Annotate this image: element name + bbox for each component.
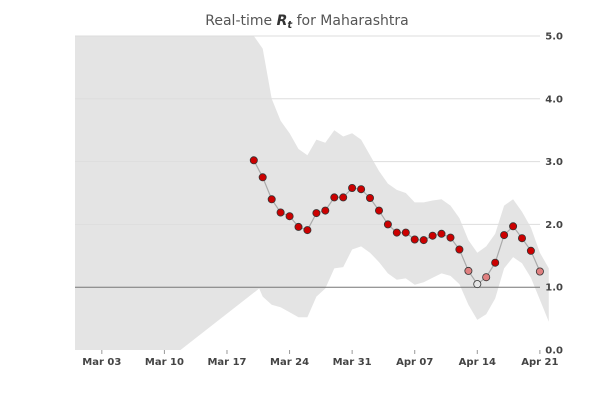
y-tick-label: 3.0 — [545, 157, 563, 168]
data-point — [294, 222, 303, 231]
confidence-band-layer — [75, 36, 549, 350]
y-tick-label: 5.0 — [545, 32, 563, 43]
data-point — [348, 183, 357, 192]
data-point — [365, 193, 374, 202]
chart-title-symbol: R — [277, 13, 288, 29]
data-point — [437, 229, 446, 238]
x-tick-label: Mar 24 — [270, 357, 309, 368]
data-point — [330, 193, 339, 202]
data-point — [339, 193, 348, 202]
data-point — [455, 245, 464, 254]
data-point — [526, 246, 535, 255]
y-tick-label: 1.0 — [545, 283, 563, 294]
y-tick-label: 4.0 — [545, 94, 563, 105]
grid-layer — [75, 35, 540, 225]
data-point — [410, 235, 419, 244]
data-point — [258, 173, 267, 182]
data-point — [509, 222, 518, 231]
data-point — [419, 236, 428, 245]
x-tick-label: Mar 31 — [333, 357, 372, 368]
data-point — [446, 233, 455, 242]
y-tick-label: 2.0 — [545, 220, 563, 231]
data-point — [267, 195, 276, 204]
data-point — [374, 206, 383, 215]
data-point — [303, 226, 312, 235]
x-tick-label: Apr 14 — [459, 357, 496, 368]
data-point — [473, 280, 482, 289]
data-point — [535, 267, 544, 276]
confidence-band — [75, 36, 549, 350]
data-point — [518, 234, 527, 243]
data-point — [285, 212, 294, 221]
chart-title-prefix: Real-time — [205, 13, 276, 29]
data-point — [321, 206, 330, 215]
chart-title: Real-time Rt for Maharashtra — [205, 13, 408, 31]
data-point — [276, 208, 285, 217]
data-point — [482, 273, 491, 282]
data-point — [428, 231, 437, 240]
x-tick-label: Mar 10 — [145, 357, 184, 368]
x-axis: Mar 03 Mar 10 Mar 17 Mar 24 Mar 31 Apr 07 Apr … — [82, 350, 559, 368]
series-points-layer — [249, 156, 544, 289]
x-tick-label: Apr 21 — [521, 357, 558, 368]
data-point — [249, 156, 258, 165]
data-point — [392, 228, 401, 237]
x-tick-label: Apr 07 — [396, 357, 433, 368]
chart-title-suffix: for Maharashtra — [292, 13, 409, 29]
data-point — [383, 220, 392, 229]
x-tick-label: Mar 03 — [82, 357, 121, 368]
data-point — [357, 185, 366, 194]
y-tick-label: 0.0 — [545, 346, 563, 357]
chart-title-subscript: t — [287, 20, 293, 31]
data-point — [312, 209, 321, 218]
data-point — [500, 231, 509, 240]
data-point — [464, 266, 473, 275]
data-point — [401, 228, 410, 237]
y-axis: 0.0 1.0 2.0 3.0 4.0 5.0 — [545, 32, 563, 357]
x-tick-label: Mar 17 — [207, 357, 246, 368]
data-point — [491, 258, 500, 267]
